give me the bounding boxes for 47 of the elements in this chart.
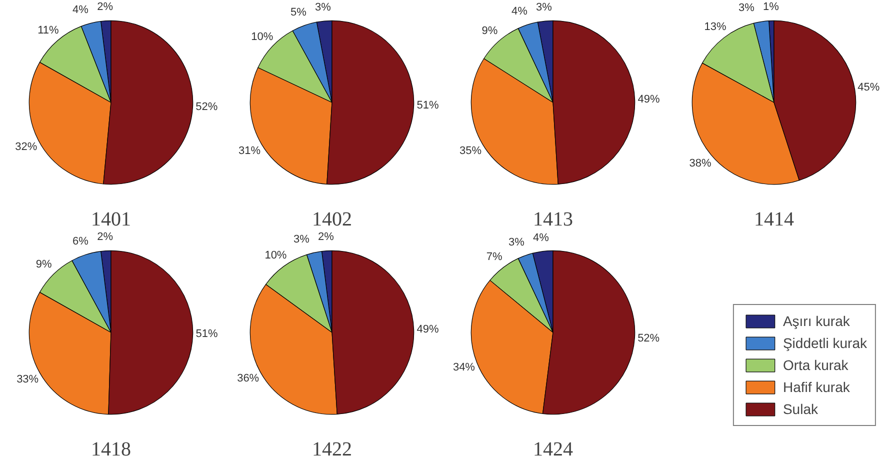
legend-label: Orta kurak [782,357,848,373]
text: 1402 [312,208,352,230]
data-label: 49% [416,324,439,336]
data-label: 7% [486,251,502,264]
data-label: 5% [290,6,307,19]
data-label: 3% [293,233,310,246]
text: 1422 [312,438,352,460]
data-label: 1% [763,1,780,14]
legend-label: Sulak [782,401,818,417]
data-label: 31% [238,145,261,158]
data-label: 35% [460,145,482,158]
text: 1401 [91,208,131,230]
data-label: 4% [533,232,550,244]
legend-label: Şiddetli kurak [782,335,867,351]
data-label: 3% [536,1,552,14]
data-label: 10% [251,31,274,44]
data-label: 38% [689,157,712,170]
data-label: 9% [36,258,52,270]
data-label: 13% [704,21,727,34]
data-label: 36% [237,372,260,384]
legend-label: Aşırı kurak [782,313,850,329]
text: 1413 [533,208,573,230]
data-label: 3% [508,236,525,249]
data-label: 34% [452,362,476,374]
data-label: 52% [196,100,218,113]
data-label: 10% [264,249,287,262]
data-label: 2% [318,231,334,244]
legend-label: Hafif kurak [782,379,850,395]
data-label: 9% [482,24,498,37]
text: 1424 [533,438,573,460]
text: 1418 [91,438,131,460]
data-label: 52% [638,332,660,344]
data-label: 3% [315,1,332,14]
data-label: 4% [511,6,528,18]
text: 1414 [754,208,794,230]
data-label: 3% [738,2,755,14]
data-label: 51% [196,328,218,340]
data-label: 11% [38,24,60,36]
data-label: 2% [97,1,114,14]
data-label: 32% [15,140,38,153]
data-label: 51% [416,100,439,112]
data-label: 45% [858,82,880,94]
data-label: 49% [638,94,660,106]
data-label: 33% [16,373,39,386]
data-label: 2% [97,231,114,244]
data-label: 6% [72,236,89,248]
data-label: 4% [72,4,89,16]
